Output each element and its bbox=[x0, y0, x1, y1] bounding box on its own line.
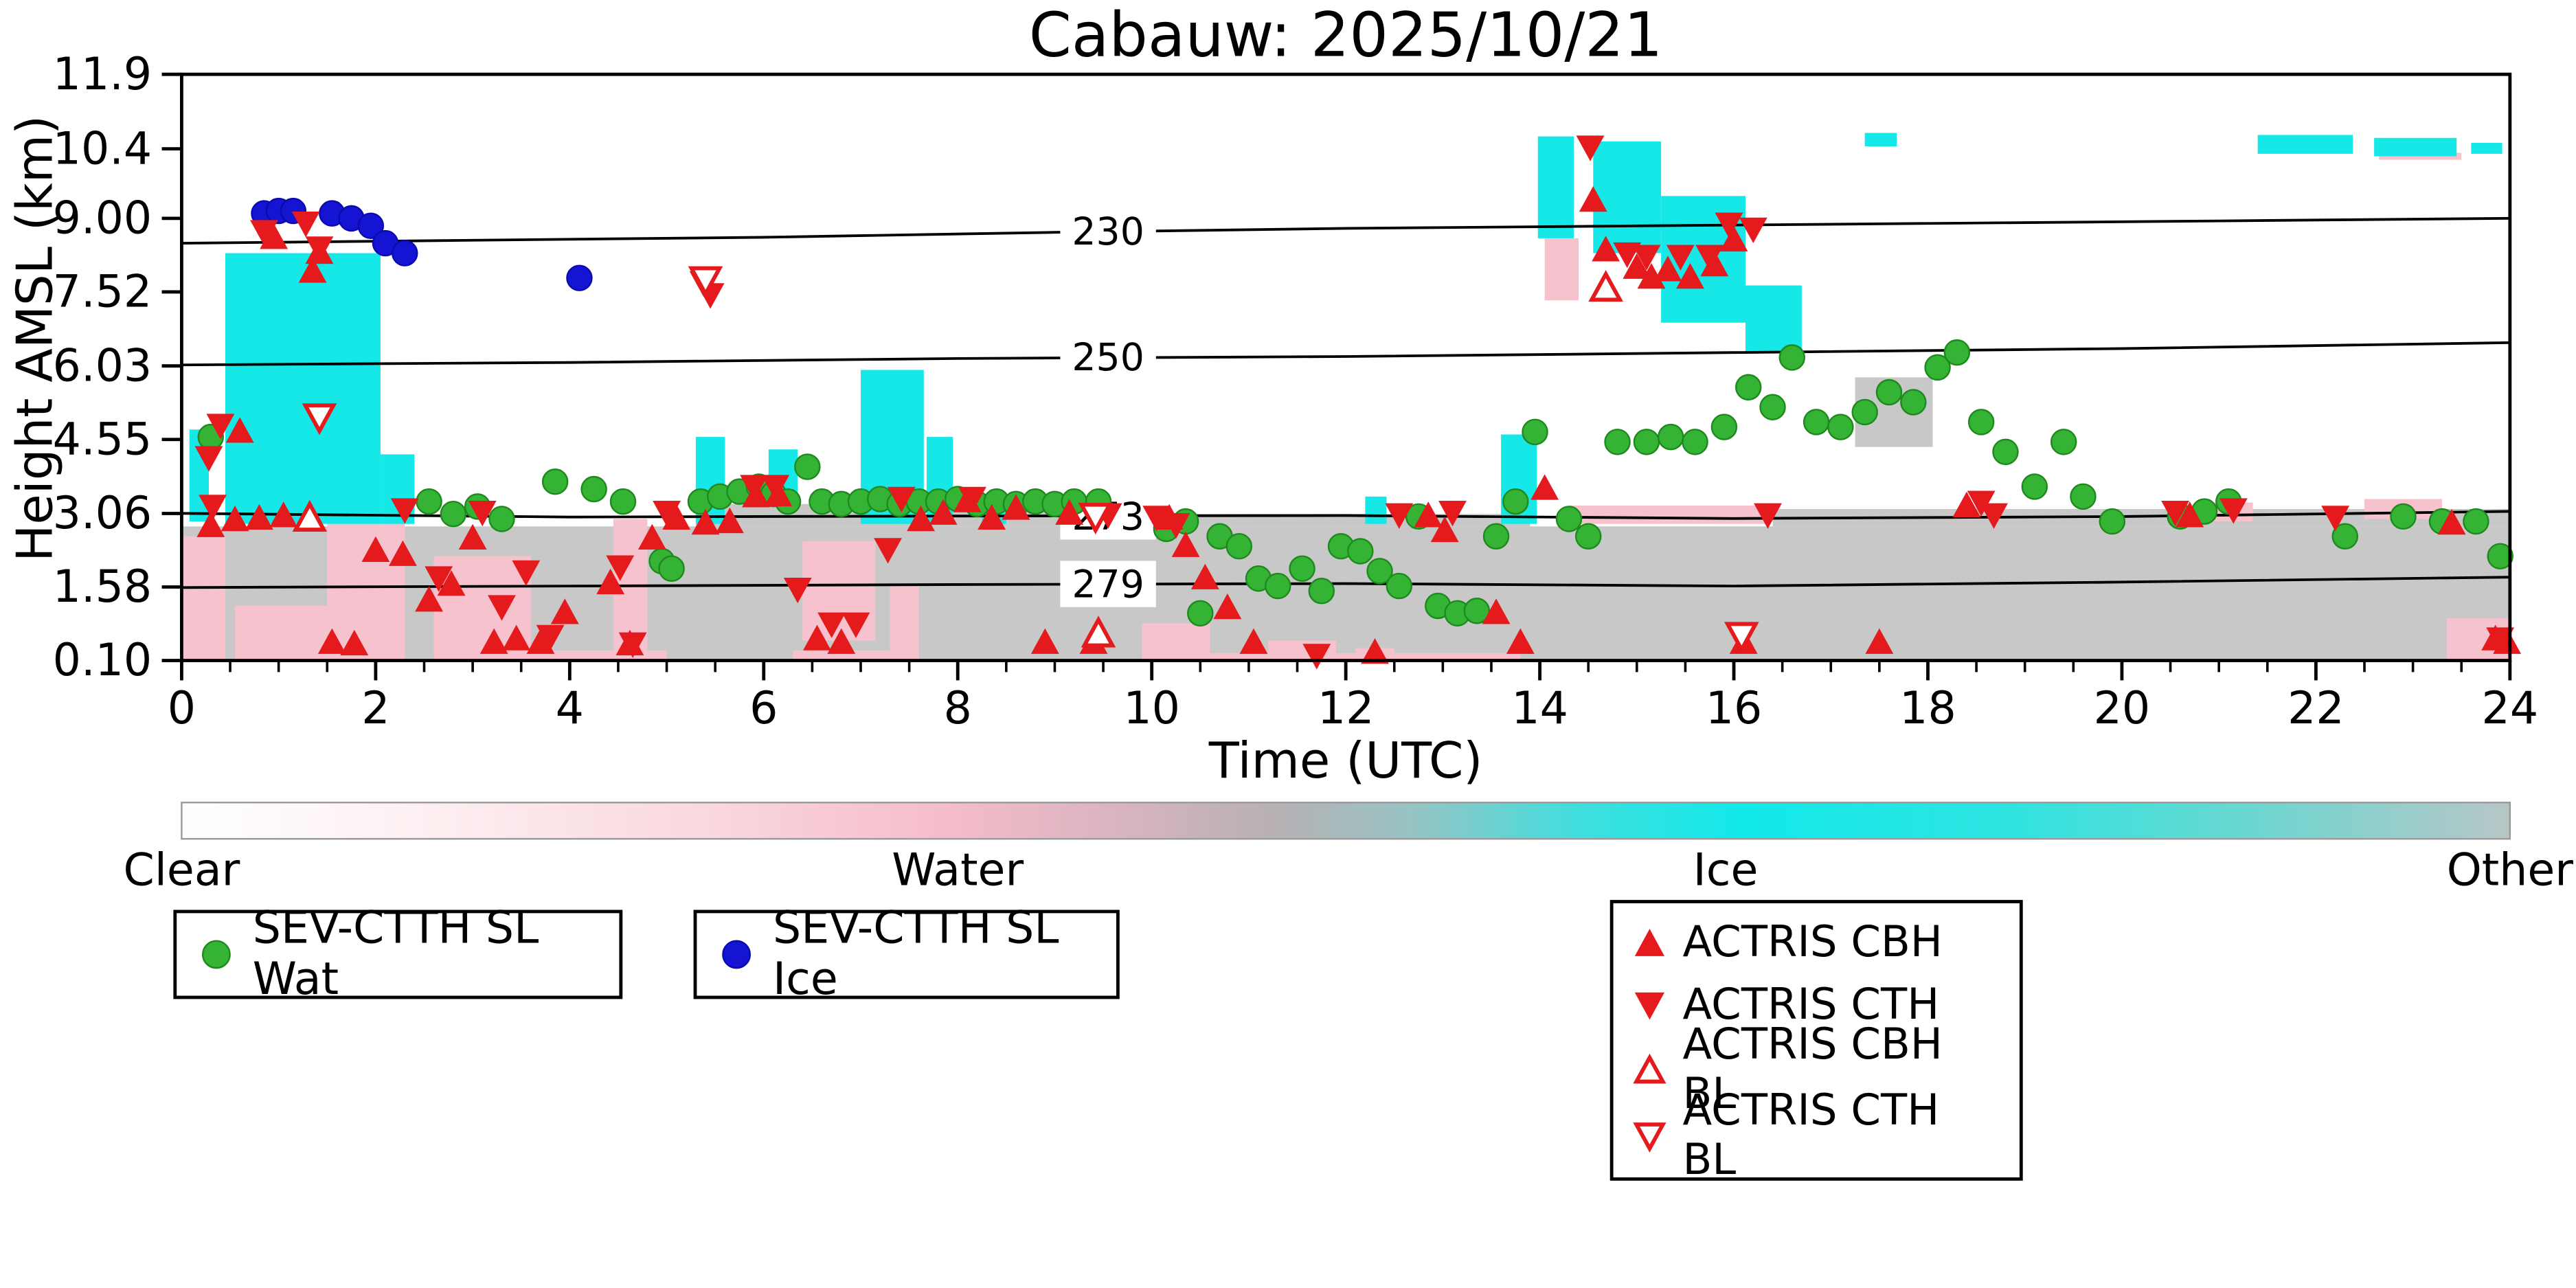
legend-actris-cth-bl-label: ACTRIS CTH BL bbox=[1682, 1086, 1940, 1186]
svg-text:6.03: 6.03 bbox=[53, 340, 152, 392]
svg-text:2: 2 bbox=[361, 683, 389, 734]
legend-actris-cbh-bl-row: ACTRIS CBH BL bbox=[1633, 1021, 2000, 1120]
y-axis-ticks: 0.10 1.58 3.06 4.55 6.03 7.52 9.00 10.4 11.9 bbox=[53, 49, 182, 686]
x-axis-label: Time (UTC) bbox=[1208, 733, 1483, 791]
svg-text:0.10: 0.10 bbox=[53, 635, 152, 686]
cbh-bl-marker-icon bbox=[1633, 1053, 1667, 1087]
colorbar-label-other: Other bbox=[2446, 845, 2573, 897]
plot-canvas: 2302502732790246810121416182022240.101.5… bbox=[53, 49, 2539, 840]
svg-text:24: 24 bbox=[2482, 683, 2539, 734]
legend-actris-cth-row: ACTRIS CTH bbox=[1633, 976, 1939, 1036]
legend-sev-ice: SEV-CTTH SL Ice bbox=[693, 903, 1120, 1006]
cth-marker-icon bbox=[1633, 989, 1666, 1022]
series-sev-ctth-sl-ice bbox=[251, 197, 593, 291]
svg-text:10: 10 bbox=[1123, 683, 1180, 734]
legend-actris-cbh-row: ACTRIS CBH bbox=[1633, 913, 1943, 973]
svg-text:230: 230 bbox=[1072, 210, 1144, 254]
colorbar-label-water: Water bbox=[892, 845, 1024, 897]
svg-text:22: 22 bbox=[2287, 683, 2345, 734]
svg-text:3.06: 3.06 bbox=[53, 488, 152, 539]
legend-actris-cth-label: ACTRIS CTH bbox=[1682, 980, 1940, 1030]
svg-text:9.00: 9.00 bbox=[53, 193, 152, 245]
colorbar bbox=[181, 802, 2511, 840]
svg-text:1.58: 1.58 bbox=[53, 561, 152, 613]
sev-wat-marker-icon bbox=[200, 938, 233, 971]
svg-text:250: 250 bbox=[1072, 336, 1144, 380]
cbh-marker-icon bbox=[1633, 927, 1666, 960]
sev-ice-marker-icon bbox=[720, 938, 753, 971]
colorbar-label-clear: Clear bbox=[123, 845, 240, 897]
svg-text:4: 4 bbox=[556, 683, 584, 734]
legend-actris-cbh-bl-label: ACTRIS CBH BL bbox=[1682, 1020, 1943, 1120]
svg-text:16: 16 bbox=[1706, 683, 1763, 734]
series-actris-cbh-bl bbox=[292, 269, 1623, 648]
svg-text:0: 0 bbox=[168, 683, 196, 734]
svg-text:4.55: 4.55 bbox=[53, 414, 152, 465]
legend-actris-cbh-label: ACTRIS CBH bbox=[1682, 918, 1943, 968]
series-actris-cth bbox=[194, 135, 2515, 670]
legend-sev-ice-label: SEV-CTTH SL Ice bbox=[773, 903, 1059, 1006]
x-axis-ticks: 0 2 4 6 8 10 12 14 16 18 20 22 24 bbox=[168, 660, 2539, 734]
svg-text:14: 14 bbox=[1511, 683, 1568, 734]
svg-text:12: 12 bbox=[1318, 683, 1375, 734]
legend-actris: ACTRIS CBH ACTRIS CTH ACTRIS CBH BL ACTR… bbox=[1609, 900, 2023, 1186]
svg-text:279: 279 bbox=[1072, 563, 1144, 607]
legend-sev-wat: SEV-CTTH SL Wat bbox=[173, 903, 623, 1006]
chart-title: Cabauw: 2025/10/21 bbox=[1028, 0, 1663, 71]
series-actris-cth-bl bbox=[302, 266, 1759, 654]
svg-text:20: 20 bbox=[2094, 683, 2151, 734]
svg-text:7.52: 7.52 bbox=[53, 267, 152, 318]
svg-text:8: 8 bbox=[944, 683, 972, 734]
svg-text:11.9: 11.9 bbox=[53, 49, 152, 100]
svg-text:18: 18 bbox=[1899, 683, 1956, 734]
svg-text:6: 6 bbox=[749, 683, 778, 734]
cth-bl-marker-icon bbox=[1633, 1120, 1667, 1153]
legend-actris-cth-bl-row: ACTRIS CTH BL bbox=[1633, 1087, 2000, 1186]
legend-sev-wat-label: SEV-CTTH SL Wat bbox=[252, 903, 539, 1006]
colorbar-label-ice: Ice bbox=[1693, 845, 1759, 897]
svg-text:10.4: 10.4 bbox=[53, 123, 152, 174]
series-sev-ctth-sl-wat bbox=[197, 339, 2513, 627]
